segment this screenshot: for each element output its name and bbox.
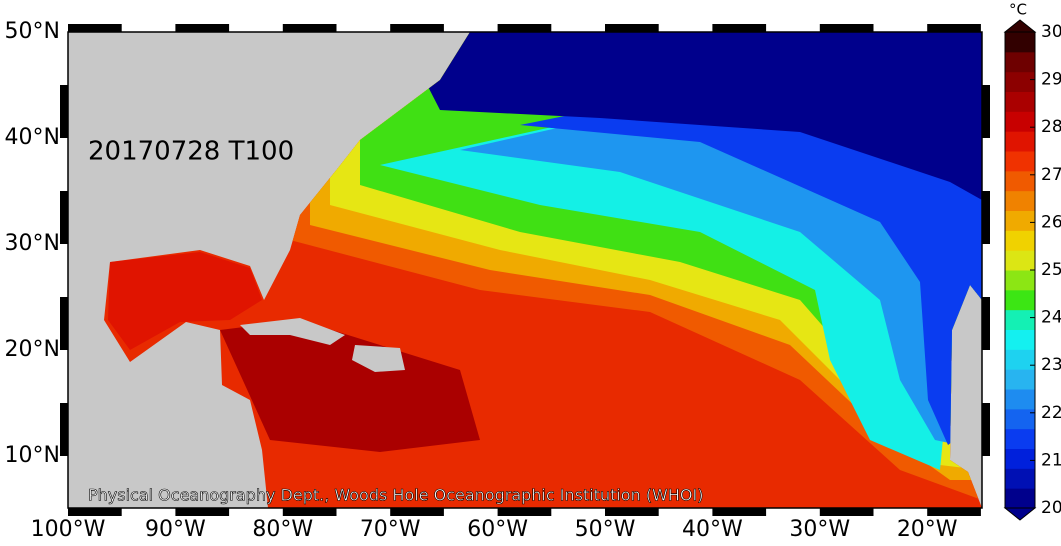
frame-tick	[712, 24, 767, 32]
frame-tick	[927, 24, 981, 32]
lon-tick-label: 30°W	[789, 517, 850, 542]
colorbar-step	[1005, 51, 1035, 73]
lon-tick-label: 40°W	[682, 517, 743, 542]
frame-tick	[390, 24, 444, 32]
colorbar-tick-label: 24	[1041, 308, 1061, 328]
lat-tick-label: 40°N	[5, 125, 60, 150]
colorbar-step	[1005, 369, 1035, 390]
colorbar-step	[1005, 91, 1035, 112]
colorbar-step	[1005, 270, 1035, 291]
lat-tick-label: 30°N	[5, 231, 60, 256]
colorbar-unit: °C	[1009, 1, 1027, 19]
colorbar-low	[1003, 507, 1037, 521]
frame-tick	[497, 508, 552, 516]
lon-tick-label: 50°W	[575, 517, 636, 542]
frame-tick	[927, 508, 981, 516]
colorbar-step	[1005, 448, 1035, 469]
colorbar-step	[1005, 488, 1035, 509]
frame-tick	[282, 508, 337, 516]
lon-tick-label: 80°W	[252, 517, 313, 542]
frame-tick	[819, 24, 874, 32]
colorbar-step	[1005, 71, 1035, 92]
colorbar-step	[1005, 32, 1035, 53]
lon-tick-label: 20°W	[897, 517, 958, 542]
frame-tick	[68, 508, 122, 516]
colorbar-tick-label: 20	[1041, 498, 1061, 518]
colorbar-tick-label: 30	[1041, 22, 1061, 42]
colorbar-step	[1005, 408, 1035, 430]
frame-tick	[605, 508, 659, 516]
frame-ticks	[60, 24, 990, 516]
frame-tick	[605, 24, 659, 32]
colorbar-tick-label: 26	[1041, 212, 1061, 232]
frame-tick	[982, 403, 990, 456]
colorbar-high	[1003, 19, 1037, 33]
lat-tick-label: 20°N	[5, 337, 60, 362]
colorbar-step	[1005, 349, 1035, 370]
colorbar-step	[1005, 309, 1035, 330]
frame-tick	[819, 508, 874, 516]
frame-tick	[982, 85, 990, 138]
frame-tick	[282, 24, 337, 32]
colorbar-step	[1005, 111, 1035, 132]
colorbar-step	[1005, 151, 1035, 172]
lon-tick-label: 90°W	[145, 517, 206, 542]
colorbar-step	[1005, 170, 1035, 192]
lon-tick-label: 100°W	[31, 517, 106, 542]
frame-tick	[175, 24, 230, 32]
colorbar-step	[1005, 329, 1035, 350]
frame-tick	[982, 297, 990, 350]
colorbar-step	[1005, 190, 1035, 211]
credit: Physical Oceanography Dept., Woods Hole …	[88, 486, 703, 505]
lat-tick-label: 10°N	[5, 443, 60, 468]
frame-tick	[712, 508, 767, 516]
colorbar-step	[1005, 468, 1035, 489]
frame-tick	[60, 297, 68, 350]
colorbar-step	[1005, 210, 1035, 231]
frame-tick	[175, 508, 230, 516]
frame-tick	[390, 508, 444, 516]
colorbar-step	[1005, 230, 1035, 251]
frame-tick	[68, 24, 122, 32]
frame-tick	[60, 85, 68, 138]
island	[352, 345, 405, 372]
lat-tick-label: 50°N	[5, 19, 60, 44]
lon-tick-label: 70°W	[360, 517, 421, 542]
frame-tick	[60, 191, 68, 244]
colorbar-tick-label: 22	[1041, 403, 1061, 423]
colorbar-tick-label: 25	[1041, 260, 1061, 280]
frame-tick	[982, 191, 990, 244]
frame-tick	[60, 403, 68, 456]
colorbar-step	[1005, 428, 1035, 449]
colorbar-step	[1005, 389, 1035, 410]
colorbar-tick-label: 29	[1041, 70, 1061, 90]
colorbar-step	[1005, 289, 1035, 311]
colorbar-step	[1005, 131, 1035, 152]
colorbar-tick-label: 23	[1041, 355, 1061, 375]
lon-tick-label: 60°W	[467, 517, 528, 542]
colorbar-tick-label: 27	[1041, 165, 1061, 185]
frame-tick	[497, 24, 552, 32]
map-label: 20170728 T100	[88, 137, 294, 167]
temperature-field	[104, 32, 982, 508]
island	[240, 318, 345, 345]
colorbar-tick-label: 21	[1041, 450, 1061, 470]
colorbar-tick-label: 28	[1041, 117, 1061, 137]
colorbar: 20 21 22 23 24 25 26 27 28 29 30	[1003, 19, 1061, 521]
colorbar-step	[1005, 250, 1035, 271]
